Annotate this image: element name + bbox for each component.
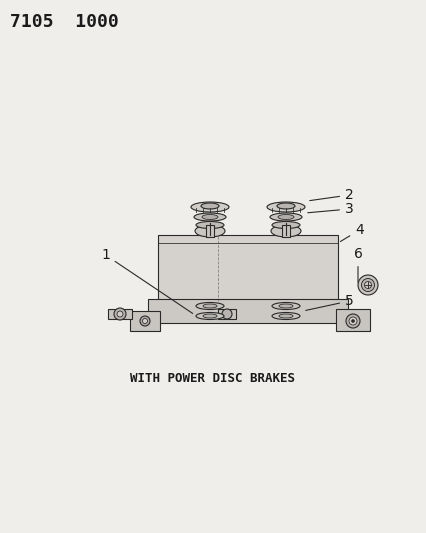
Circle shape bbox=[117, 311, 123, 317]
Circle shape bbox=[348, 317, 356, 325]
Circle shape bbox=[364, 281, 371, 288]
FancyBboxPatch shape bbox=[218, 309, 236, 319]
Ellipse shape bbox=[196, 303, 224, 310]
Ellipse shape bbox=[276, 203, 294, 209]
Ellipse shape bbox=[202, 304, 216, 308]
FancyBboxPatch shape bbox=[158, 235, 337, 301]
FancyBboxPatch shape bbox=[205, 225, 213, 237]
Text: 4: 4 bbox=[340, 223, 363, 241]
Ellipse shape bbox=[271, 225, 300, 237]
Text: 5: 5 bbox=[305, 294, 353, 310]
Circle shape bbox=[222, 309, 231, 319]
Circle shape bbox=[142, 319, 147, 324]
Ellipse shape bbox=[271, 222, 299, 229]
Ellipse shape bbox=[271, 312, 299, 319]
Ellipse shape bbox=[196, 312, 224, 319]
Ellipse shape bbox=[190, 202, 228, 212]
Ellipse shape bbox=[196, 222, 224, 229]
Text: 1: 1 bbox=[101, 248, 192, 313]
Ellipse shape bbox=[266, 202, 304, 212]
Ellipse shape bbox=[193, 213, 225, 221]
Ellipse shape bbox=[269, 213, 301, 221]
Text: WITH POWER DISC BRAKES: WITH POWER DISC BRAKES bbox=[130, 372, 295, 384]
Text: 6: 6 bbox=[353, 247, 362, 282]
Ellipse shape bbox=[278, 304, 292, 308]
Circle shape bbox=[351, 319, 354, 322]
Ellipse shape bbox=[277, 214, 294, 220]
Circle shape bbox=[357, 275, 377, 295]
Ellipse shape bbox=[271, 303, 299, 310]
Circle shape bbox=[114, 308, 126, 320]
Ellipse shape bbox=[195, 225, 225, 237]
Ellipse shape bbox=[201, 203, 219, 209]
Circle shape bbox=[361, 279, 374, 292]
Ellipse shape bbox=[202, 314, 216, 318]
Ellipse shape bbox=[201, 214, 218, 220]
FancyBboxPatch shape bbox=[148, 299, 347, 323]
Text: 2: 2 bbox=[309, 188, 353, 202]
FancyBboxPatch shape bbox=[281, 225, 289, 237]
Ellipse shape bbox=[278, 314, 292, 318]
FancyBboxPatch shape bbox=[108, 309, 132, 319]
Text: 7105  1000: 7105 1000 bbox=[10, 13, 118, 31]
FancyBboxPatch shape bbox=[335, 309, 369, 331]
Text: 3: 3 bbox=[307, 202, 353, 216]
FancyBboxPatch shape bbox=[130, 311, 160, 331]
Circle shape bbox=[140, 316, 150, 326]
Circle shape bbox=[345, 314, 359, 328]
